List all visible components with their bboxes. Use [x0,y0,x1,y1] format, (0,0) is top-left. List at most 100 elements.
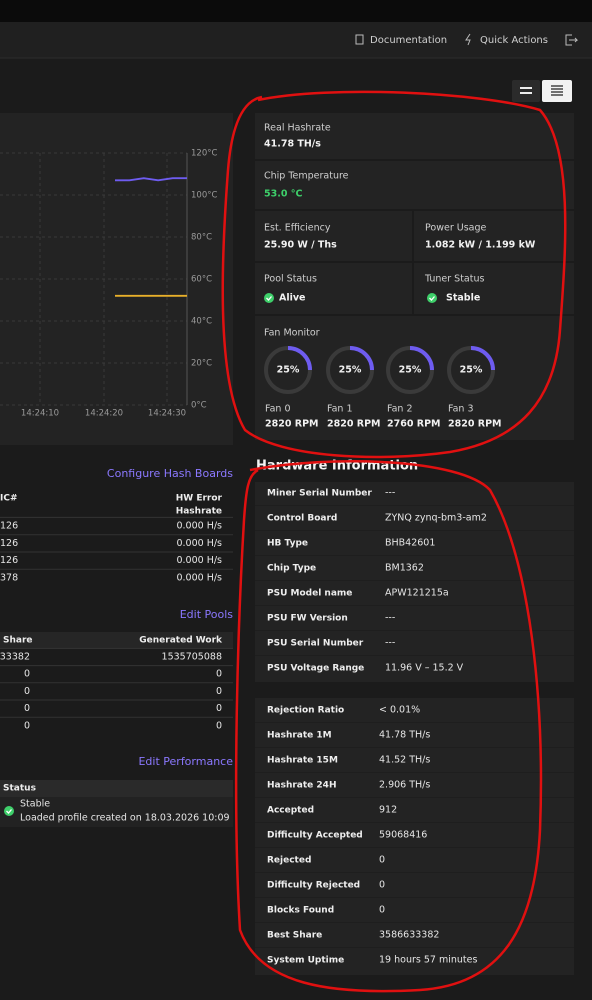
fan-name: Fan 2 [387,404,413,415]
check-mark [6,809,12,814]
fan-percent: 25% [460,365,483,376]
check-mark [429,296,435,301]
y-tick-label: 80°C [191,233,212,243]
y-tick-label: 20°C [191,359,212,369]
cell: 0 [24,703,30,714]
row-label: Hashrate 15M [267,756,338,766]
row-value: 41.78 TH/s [379,730,430,741]
fan-gauge [349,346,374,371]
status-header-bg [0,780,233,797]
column-header: Generated Work [139,636,223,646]
row-label: HB Type [267,539,308,549]
row-label: PSU Model name [267,589,352,599]
status-detail: Loaded profile created on 18.03.2026 10:… [20,813,230,824]
fan-rpm: 2760 RPM [387,419,440,430]
row-label: PSU FW Version [267,614,348,624]
x-tick-label: 14:24:20 [85,409,123,419]
row-label: PSU Voltage Range [267,664,364,674]
toggle-icon [551,85,563,96]
annotation-circle [234,460,543,993]
summary-card [255,113,574,440]
row-value: BM1362 [385,563,424,574]
x-tick-label: 14:24:30 [148,409,186,419]
row-value: 0 [379,880,385,891]
row-value: 0 [379,855,385,866]
y-tick-label: 40°C [191,317,212,327]
check-icon [4,806,14,816]
row-label: System Uptime [267,956,344,966]
cell: 33382 [0,652,30,663]
nav-bar [0,22,592,58]
cell: 0.000 H/s [176,555,222,566]
cell: 0 [216,669,222,680]
row-value: 0 [379,905,385,916]
row-value: APW121215a [385,588,449,599]
row-value: 912 [379,805,397,816]
label: Power Usage [425,223,486,234]
row-value: BHB42601 [385,538,435,549]
cell: 0 [24,720,30,731]
fan-percent: 25% [399,365,422,376]
logout-icon[interactable] [565,34,579,46]
link[interactable]: Edit Pools [180,608,234,621]
column-header: HW Error [176,494,223,504]
cell: 1535705088 [162,652,222,663]
y-tick-label: 100°C [191,191,217,201]
row-label: Chip Type [267,564,316,574]
row-value: --- [385,613,395,624]
y-tick-label: 60°C [191,275,212,285]
cell: 126 [0,555,18,566]
x-tick-label: 14:24:10 [21,409,59,419]
cell: 0 [24,669,30,680]
pools-header-bg [0,632,233,649]
row-label: Hashrate 1M [267,731,332,741]
cell: 126 [0,521,18,532]
view-toggle-split[interactable] [512,80,540,102]
status-row-bg [0,797,233,827]
cell: 126 [0,538,18,549]
check-mark [266,296,272,301]
label: Chip Temperature [264,171,349,182]
top-strip [0,0,592,22]
fan-gauge [409,346,434,371]
label: Real Hashrate [264,123,331,134]
fan-gauge [287,346,312,371]
link[interactable]: Edit Performance [138,755,233,768]
row-value: 41.52 TH/s [379,755,430,766]
fan-rpm: 2820 RPM [265,419,318,430]
status-value: Stable [20,799,50,810]
hardware-stats-table [255,698,574,975]
row-label: Hashrate 24H [267,781,336,791]
column-header: Hashrate [176,507,222,517]
bolt-icon [465,33,471,46]
column-header: IC# [0,494,18,504]
column-header: Share [3,636,33,646]
link[interactable]: Configure Hash Boards [107,467,233,480]
cell: 0.000 H/s [176,521,222,532]
cell: 0 [24,686,30,697]
fan-name: Fan 0 [265,404,291,415]
label: Tuner Status [424,274,484,285]
row-value: --- [385,488,395,499]
row-label: Accepted [267,806,314,816]
view-toggle-list[interactable] [542,80,572,102]
doc-icon [355,34,364,45]
row-value: < 0.01% [379,705,420,716]
series-line [115,177,187,182]
fan-gauge [470,346,495,371]
value: Stable [446,293,480,304]
column-header: Status [3,784,36,794]
value: Alive [279,293,306,304]
label: Est. Efficiency [264,223,331,234]
nav-link[interactable]: Documentation [370,35,447,46]
value: 53.0 °C [264,189,302,200]
toggle-icon [520,87,532,94]
row-value: ZYNQ zynq-bm3-am2 [385,513,487,524]
row-label: Rejection Ratio [267,706,344,716]
row-label: Difficulty Rejected [267,881,360,891]
fan-rpm: 2820 RPM [327,419,380,430]
y-tick-label: 0°C [191,401,207,411]
cell: 0.000 H/s [176,572,222,583]
row-label: Rejected [267,856,311,866]
nav-link[interactable]: Quick Actions [480,35,548,46]
